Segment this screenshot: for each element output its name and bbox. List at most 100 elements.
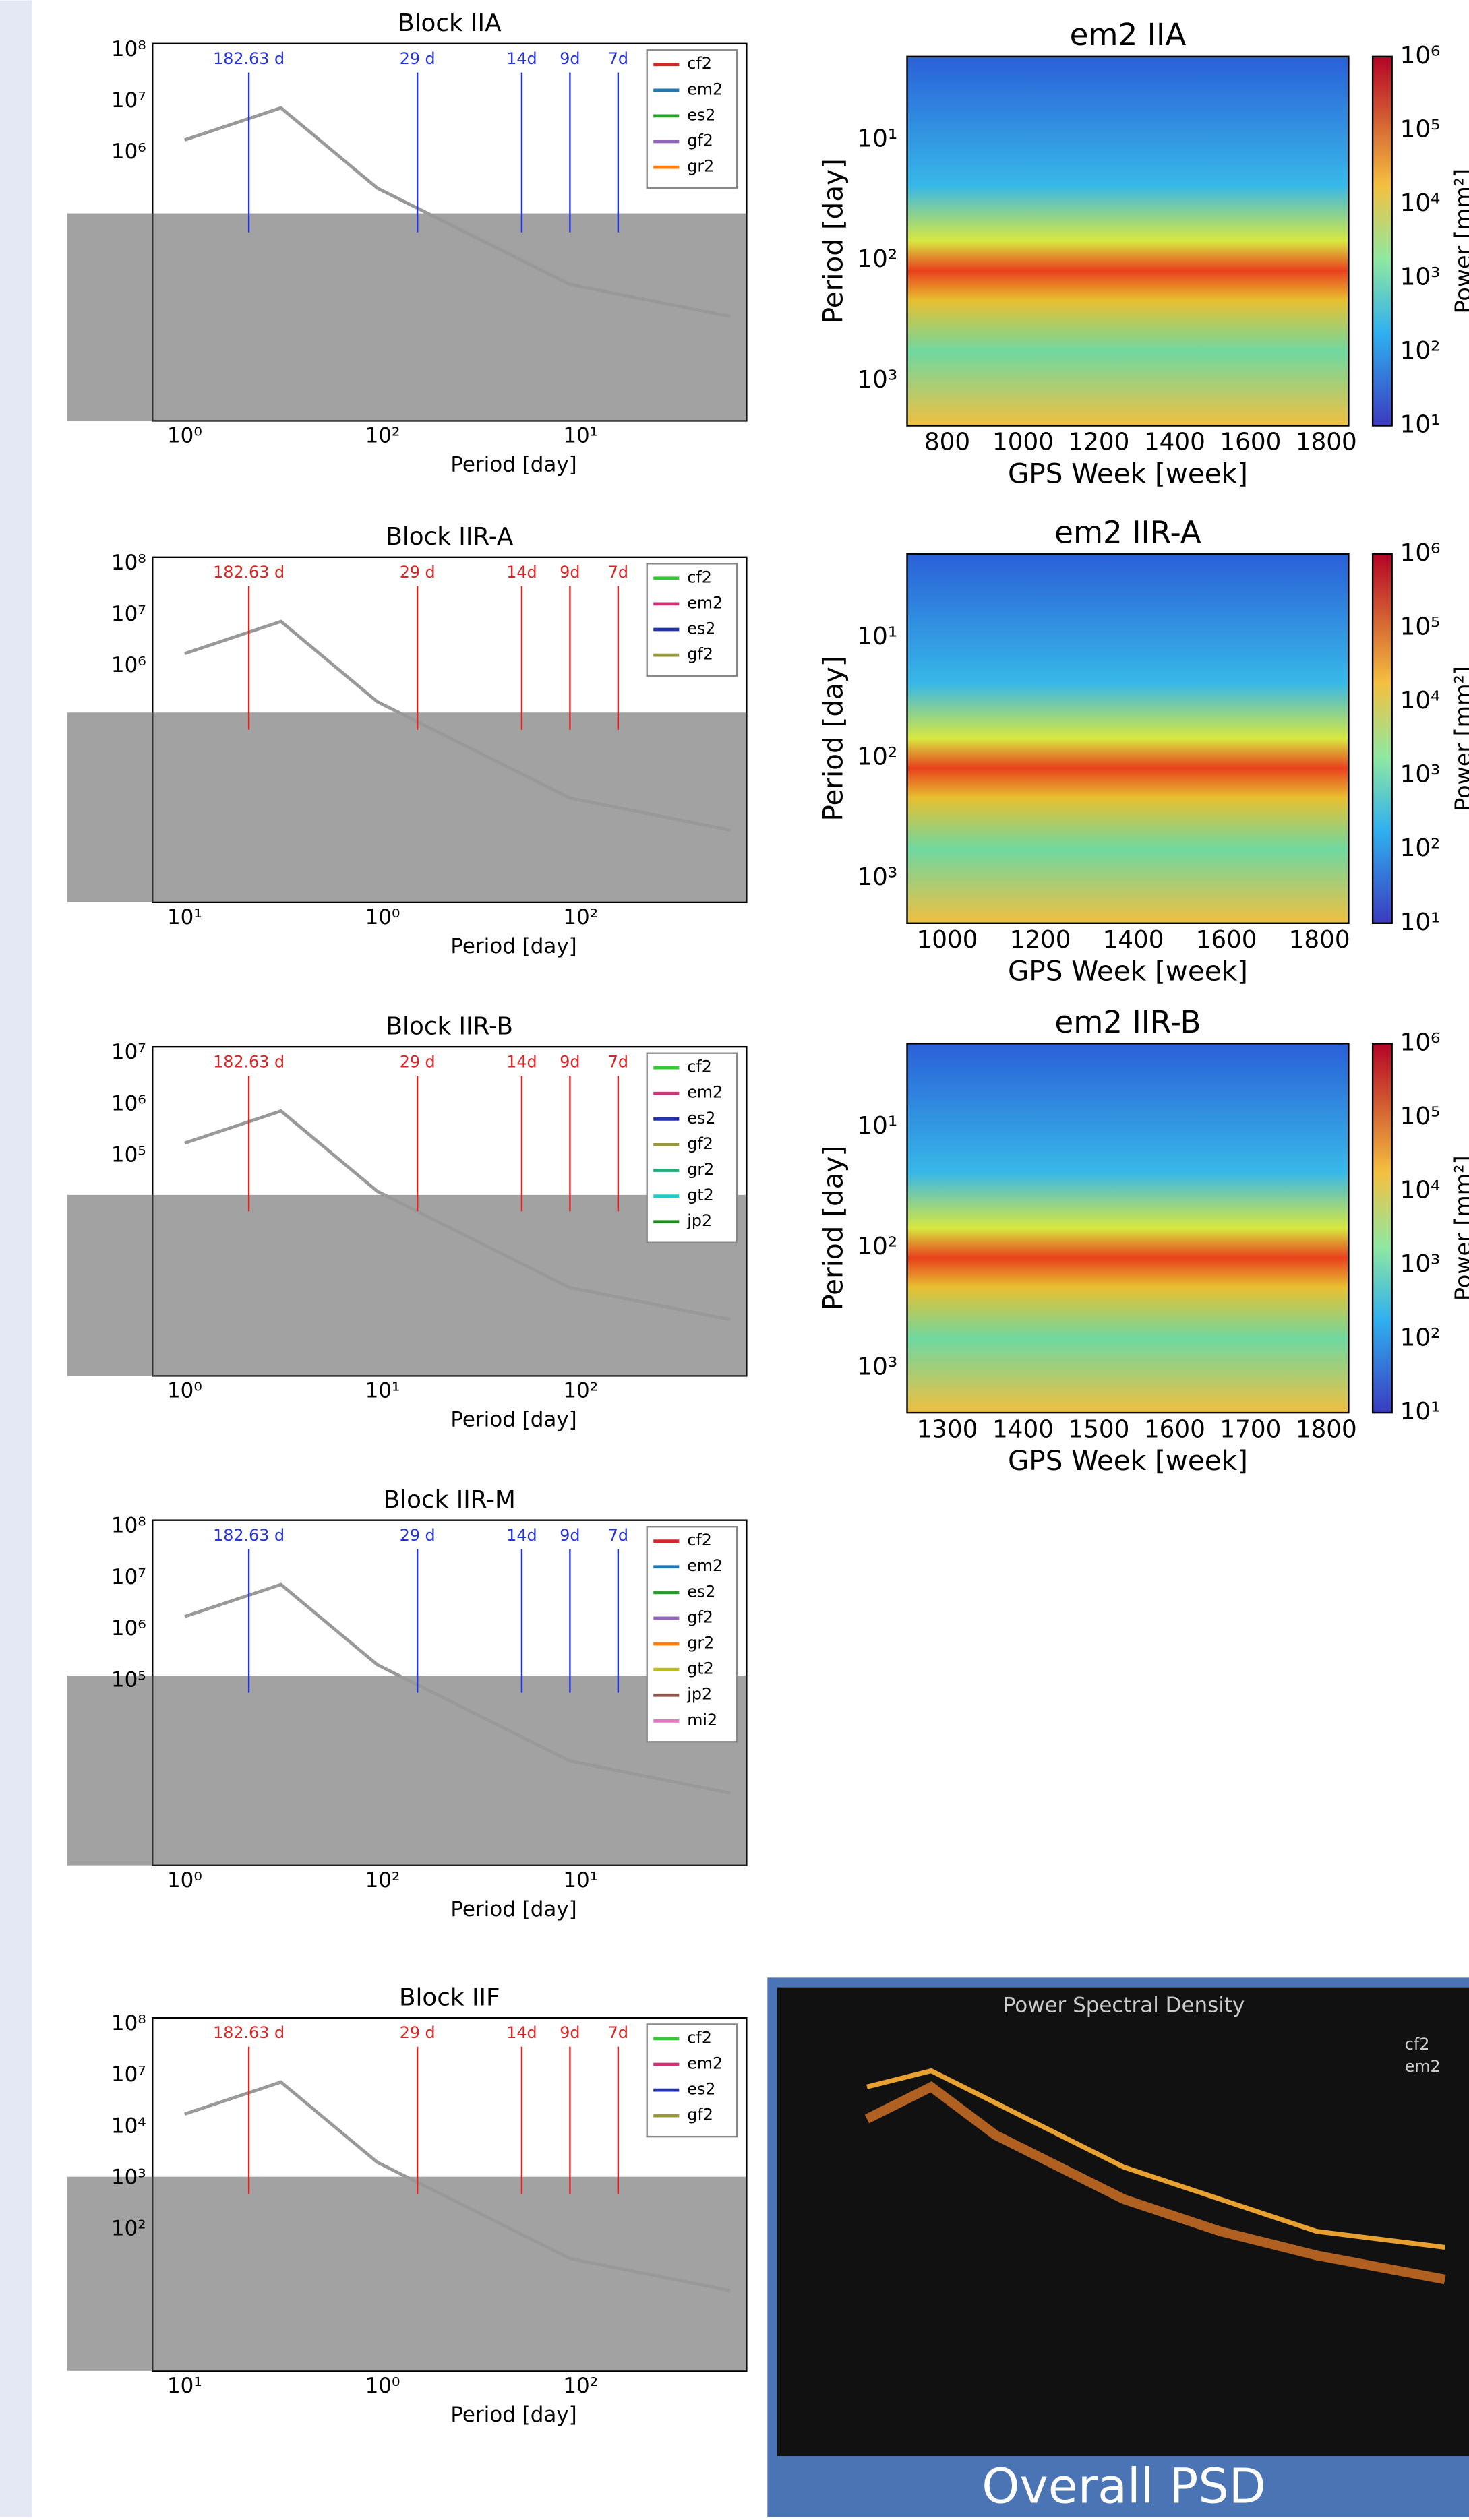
x-tick-label: 10² [563, 2374, 598, 2398]
legend-label: gr2 [687, 1160, 714, 1179]
colorbar-tick-label: 10³ [1400, 263, 1441, 290]
colorbar-tick-label: 10⁴ [1400, 687, 1441, 714]
plot-lower [67, 1676, 747, 1866]
legend-label: gf2 [687, 2106, 713, 2124]
colorbar-tick-label: 10² [1400, 1324, 1441, 1352]
x-axis-label: Period [day] [450, 934, 576, 958]
x-tick-label: 1500 [1068, 1415, 1129, 1443]
legend-box [646, 49, 738, 189]
legend-label: es2 [687, 1582, 715, 1601]
x-tick-label: 1200 [1010, 926, 1071, 954]
overall-psd-card[interactable]: Power Spectral Density Overall PSD cf2 em… [767, 1977, 1469, 2517]
legend-label: em2 [687, 80, 723, 98]
y-tick-label: 10³ [857, 366, 897, 394]
colorbar-tick-label: 10² [1400, 834, 1441, 862]
card-chart-title: Power Spectral Density [1003, 1994, 1245, 2018]
marker-label: 182.63 d [213, 1052, 284, 1071]
y-tick-label: 10⁷ [111, 88, 146, 113]
legend-label: cf2 [687, 567, 712, 586]
x-tick-label: 1600 [1220, 429, 1281, 456]
marker-label: 9d [560, 1052, 580, 1071]
psd-panel: Block IIR-A 182.63 d 29 d 14d 9d 7d cf2 em2 es2 g… [67, 523, 748, 958]
x-tick-label: 1600 [1144, 1415, 1205, 1443]
x-axis-label: Period [day] [450, 1897, 576, 1922]
y-tick-label: 10¹ [857, 1112, 897, 1140]
legend-label: em2 [687, 1083, 723, 1102]
marker-label: 7d [608, 1052, 628, 1071]
y-tick-label: 10⁷ [111, 1040, 146, 1064]
marker-label: 182.63 d [213, 49, 284, 68]
colorbar-tick-label: 10⁵ [1400, 1103, 1441, 1130]
marker-label: 9d [560, 2023, 580, 2042]
x-tick-label: 1000 [992, 429, 1054, 456]
x-axis-label: Period [day] [450, 1408, 576, 1432]
x-tick-label: 10¹ [167, 2374, 202, 2398]
x-tick-label: 1800 [1296, 1415, 1357, 1443]
plot-lower [67, 213, 747, 421]
legend-label: cf2 [687, 2028, 712, 2047]
legend-label: gf2 [687, 645, 713, 664]
y-tick-label: 10⁷ [111, 602, 146, 626]
card-button-label[interactable]: Overall PSD [982, 2459, 1265, 2515]
x-tick-label: 10¹ [563, 424, 598, 448]
x-tick-label: 10² [563, 1379, 598, 1403]
legend-box [646, 1526, 738, 1743]
y-tick-label: 10⁶ [111, 653, 146, 677]
marker-label: 14d [506, 2023, 537, 2042]
x-tick-label: 1700 [1220, 1415, 1281, 1443]
legend-label: em2 [687, 1556, 723, 1575]
colorbar-tick-label: 10⁶ [1400, 1028, 1441, 1056]
wavelet-panel: em2 IIR-B Period [day] 10¹ 10² 10³ 1300 1400 15… [816, 1004, 1469, 1477]
y-tick-label: 10² [111, 2217, 146, 2241]
plot-lower [67, 2176, 747, 2371]
x-axis-label: Period [day] [450, 2403, 576, 2427]
x-tick-label: 10⁰ [365, 2374, 400, 2398]
colorbar [1371, 55, 1393, 427]
legend-label: gf2 [687, 1134, 713, 1153]
legend-label: cf2 [1405, 2035, 1430, 2054]
legend-label: jp2 [686, 1211, 712, 1230]
x-tick-label: 1000 [917, 926, 978, 954]
legend-label: gf2 [687, 1607, 713, 1626]
heatmap [906, 553, 1350, 924]
x-tick-label: 800 [924, 429, 970, 456]
x-tick-label: 10¹ [167, 905, 202, 929]
colorbar-tick-label: 10⁴ [1400, 189, 1441, 217]
psd-panel: Block IIR-M 182.63 d 29 d 14d 9d 7d cf2 em2 es2 g… [67, 1486, 748, 1922]
colorbar-tick-label: 10⁵ [1400, 613, 1441, 641]
colorbar-tick-label: 10¹ [1400, 1398, 1441, 1425]
panel-title: em2 IIA [1070, 17, 1187, 53]
colorbar-tick-label: 10³ [1400, 761, 1441, 789]
legend-label: em2 [687, 2054, 723, 2072]
psd-curve [184, 1582, 731, 1795]
y-tick-label: 10² [857, 245, 897, 273]
y-tick-label: 10⁸ [111, 2011, 146, 2035]
plot-lower [67, 712, 747, 902]
panel-title: em2 IIR-B [1054, 1004, 1201, 1040]
y-tick-label: 10² [857, 1233, 897, 1260]
legend-label: cf2 [687, 54, 712, 73]
x-tick-label: 10¹ [563, 1868, 598, 1893]
legend-box [646, 1052, 738, 1243]
y-tick-label: 10³ [857, 1353, 897, 1380]
y-tick-label: 10³ [857, 863, 897, 891]
x-tick-label: 1800 [1296, 429, 1357, 456]
marker-label: 182.63 d [213, 563, 284, 582]
colorbar-label: Power [mm²] [1449, 666, 1469, 811]
colorbar [1371, 1043, 1393, 1414]
y-tick-label: 10⁷ [111, 1565, 146, 1589]
decor-curve [864, 2081, 1446, 2285]
colorbar-tick-label: 10¹ [1400, 909, 1441, 936]
marker-label: 7d [608, 49, 628, 68]
x-tick-label: 10¹ [365, 1379, 400, 1403]
colorbar-tick-label: 10⁶ [1400, 42, 1441, 69]
marker-label: 14d [506, 1052, 537, 1071]
legend-label: jp2 [686, 1685, 712, 1704]
y-tick-label: 10⁵ [111, 1143, 146, 1167]
legend-label: cf2 [687, 1057, 712, 1076]
x-tick-label: 10² [365, 424, 400, 448]
marker-label: 7d [608, 2023, 628, 2042]
legend-label: gr2 [687, 157, 714, 176]
y-axis-label: Period [day] [816, 158, 849, 324]
